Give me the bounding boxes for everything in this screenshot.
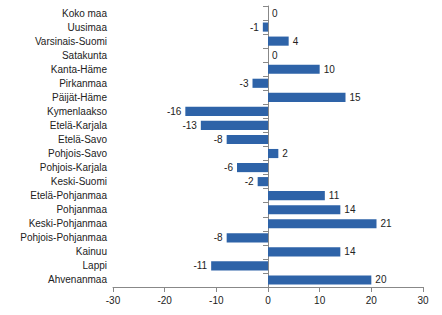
svg-text:0: 0 (272, 50, 278, 61)
svg-text:-3: -3 (240, 78, 249, 89)
svg-text:Päijät-Häme: Päijät-Häme (52, 92, 107, 103)
svg-text:2: 2 (282, 148, 288, 159)
svg-text:0: 0 (272, 8, 278, 19)
svg-text:14: 14 (344, 204, 356, 215)
svg-text:Ahvenanmaa: Ahvenanmaa (48, 274, 107, 285)
svg-text:-8: -8 (214, 134, 223, 145)
svg-text:-6: -6 (224, 162, 233, 173)
svg-text:-8: -8 (214, 232, 223, 243)
svg-text:15: 15 (350, 92, 362, 103)
svg-text:Satakunta: Satakunta (62, 50, 107, 61)
svg-text:-11: -11 (193, 260, 207, 271)
svg-text:0: 0 (265, 295, 271, 306)
svg-text:21: 21 (381, 218, 393, 229)
svg-text:Uusimaa: Uusimaa (68, 22, 108, 33)
svg-text:Varsinais-Suomi: Varsinais-Suomi (35, 36, 107, 47)
svg-text:-1: -1 (250, 22, 259, 33)
svg-text:14: 14 (344, 246, 356, 257)
svg-text:-13: -13 (182, 120, 197, 131)
svg-text:Pirkanmaa: Pirkanmaa (59, 78, 107, 89)
svg-text:10: 10 (314, 295, 326, 306)
svg-text:Kymenlaakso: Kymenlaakso (47, 106, 107, 117)
svg-text:Kainuu: Kainuu (76, 246, 107, 257)
svg-text:Koko maa: Koko maa (62, 8, 107, 19)
svg-text:10: 10 (324, 64, 336, 75)
svg-text:11: 11 (329, 190, 340, 201)
svg-text:-16: -16 (167, 106, 182, 117)
svg-text:Kanta-Häme: Kanta-Häme (51, 64, 108, 75)
svg-text:30: 30 (417, 295, 429, 306)
svg-text:Pohjanmaa: Pohjanmaa (56, 204, 107, 215)
svg-text:Keski-Pohjanmaa: Keski-Pohjanmaa (29, 218, 108, 229)
svg-text:-30: -30 (106, 295, 121, 306)
svg-text:Pohjois-Pohjanmaa: Pohjois-Pohjanmaa (20, 232, 107, 243)
svg-text:-10: -10 (209, 295, 224, 306)
svg-text:Keski-Suomi: Keski-Suomi (51, 176, 107, 187)
svg-text:Lappi: Lappi (83, 260, 107, 271)
svg-text:Etelä-Karjala: Etelä-Karjala (50, 120, 108, 131)
svg-text:4: 4 (293, 36, 299, 47)
svg-text:Etelä-Savo: Etelä-Savo (58, 134, 107, 145)
svg-text:Etelä-Pohjanmaa: Etelä-Pohjanmaa (30, 190, 107, 201)
svg-text:-20: -20 (157, 295, 172, 306)
svg-text:20: 20 (375, 274, 387, 285)
svg-text:Pohjois-Karjala: Pohjois-Karjala (40, 162, 108, 173)
svg-text:20: 20 (366, 295, 378, 306)
svg-text:Pohjois-Savo: Pohjois-Savo (48, 148, 107, 159)
svg-text:-2: -2 (245, 176, 254, 187)
